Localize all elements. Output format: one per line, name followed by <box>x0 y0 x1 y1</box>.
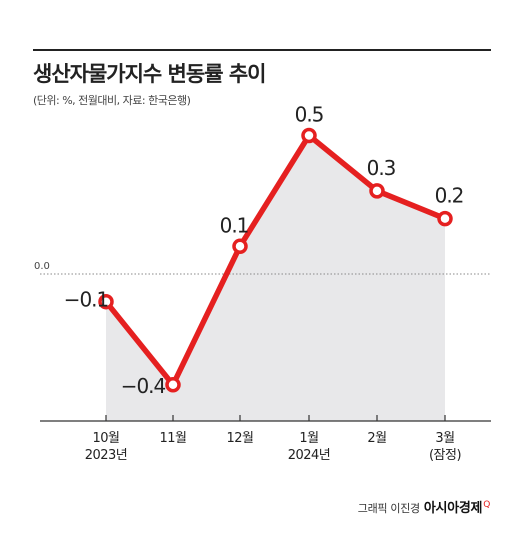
zero-label: 0.0 <box>34 261 50 272</box>
data-point <box>301 127 317 144</box>
x-tick-label: 11월 <box>159 431 186 446</box>
data-point <box>369 183 385 199</box>
data-label: 0.3 <box>367 156 396 180</box>
brand-mark-icon: Q <box>483 500 490 511</box>
x-tick-label: (잠정) <box>429 448 461 463</box>
x-tick-label: 3월 <box>435 431 454 446</box>
data-label: 0.5 <box>295 103 324 127</box>
data-label: −0.4 <box>121 374 166 398</box>
data-label: 0.2 <box>435 184 464 208</box>
x-tick-label: 2024년 <box>288 448 331 463</box>
x-tick-label: 1월 <box>299 431 318 446</box>
series-line <box>103 132 448 388</box>
data-point <box>98 293 114 310</box>
x-tick-label: 10월 <box>92 431 119 446</box>
data-label: −0.1 <box>64 288 109 312</box>
credit-text: 그래픽 이진경 <box>357 502 420 515</box>
credit: 그래픽 이진경 아시아경제Q <box>357 497 491 516</box>
data-label: 0.1 <box>220 213 249 237</box>
chart-subtitle: (단위: %, 전월대비, 자료: 한국은행) <box>33 94 191 107</box>
x-tick-label: 2월 <box>367 431 386 446</box>
brand-logo: 아시아경제 <box>423 501 483 516</box>
x-tick-label: 12월 <box>226 431 253 446</box>
chart-title: 생산자물가지수 변동률 추이 <box>33 62 266 86</box>
data-point <box>165 377 181 393</box>
x-tick-label: 2023년 <box>85 448 128 463</box>
data-point <box>232 238 248 255</box>
data-point <box>437 210 453 227</box>
top-rule <box>33 49 491 51</box>
